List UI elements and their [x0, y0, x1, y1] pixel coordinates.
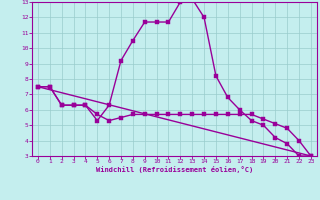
- X-axis label: Windchill (Refroidissement éolien,°C): Windchill (Refroidissement éolien,°C): [96, 166, 253, 173]
